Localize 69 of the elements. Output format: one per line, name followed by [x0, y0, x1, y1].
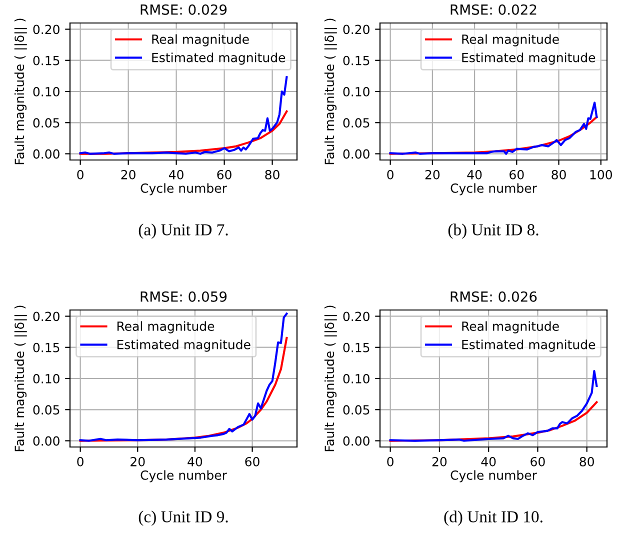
x-tick-label: 100 — [590, 170, 612, 180]
legend-label: Real magnitude — [117, 321, 214, 334]
x-tick-label: 60 — [245, 456, 260, 466]
x-tick-label: 40 — [481, 456, 496, 466]
legend-label: Real magnitude — [462, 34, 559, 46]
y-tick-label: 0.10 — [343, 86, 370, 96]
chart-title: RMSE: 0.059 — [140, 291, 227, 302]
y-tick-label: 0.15 — [343, 56, 370, 66]
y-tick-label: 0.00 — [343, 436, 370, 446]
y-tick-label: 0.00 — [33, 436, 60, 446]
x-tick-label: 40 — [188, 456, 202, 466]
x-tick-label: 40 — [467, 170, 482, 180]
y-tick-label: 0.15 — [33, 56, 60, 66]
line-series — [389, 102, 598, 155]
y-tick-label: 0.10 — [33, 86, 60, 96]
legend-label: Estimated magnitude — [117, 340, 250, 352]
legend-label: Real magnitude — [152, 34, 249, 46]
x-tick-label: 0 — [387, 170, 394, 180]
x-tick-label: 20 — [130, 456, 145, 466]
x-tick-label: 60 — [530, 456, 545, 466]
x-tick-label: 40 — [168, 170, 184, 180]
x-tick-label: 20 — [432, 456, 447, 466]
y-tick-label: 0.15 — [343, 342, 370, 352]
chart-title: RMSE: 0.022 — [450, 4, 536, 15]
y-axis-title: Fault magnitude ( ||δ|| ) — [14, 18, 27, 164]
x-tick-label: 20 — [425, 170, 440, 180]
x-tick-label: 60 — [510, 170, 524, 180]
legend-label: Real magnitude — [462, 321, 559, 334]
y-tick-label: 0.20 — [33, 312, 60, 322]
text: (c) Unit ID 9. — [138, 510, 228, 526]
text: (a) Unit ID 7. — [138, 224, 228, 239]
line-series — [79, 312, 288, 442]
x-tick-label: 80 — [580, 456, 594, 466]
x-tick-label: 80 — [552, 170, 566, 180]
x-tick-label: 0 — [77, 456, 84, 466]
y-tick-label: 0.05 — [33, 405, 60, 415]
y-axis-title: Fault magnitude ( ||δ|| ) — [14, 306, 27, 452]
y-tick-label: 0.20 — [343, 312, 370, 322]
x-axis-title: Cycle number — [450, 183, 537, 196]
x-axis-title: Cycle number — [140, 183, 227, 196]
chart-title: RMSE: 0.026 — [450, 291, 537, 302]
y-tick-label: 0.05 — [343, 118, 370, 128]
y-tick-label: 0.10 — [343, 374, 370, 384]
x-axis-title: Cycle number — [140, 470, 227, 482]
x-tick-label: 20 — [121, 170, 136, 180]
y-tick-label: 0.20 — [343, 24, 370, 34]
y-tick-label: 0.15 — [33, 342, 60, 352]
y-tick-label: 0.05 — [343, 405, 370, 415]
y-tick-label: 0.00 — [33, 149, 60, 159]
y-tick-label: 0.20 — [33, 24, 60, 34]
chart-title: RMSE: 0.029 — [140, 4, 227, 15]
line-series — [79, 76, 288, 155]
x-tick-label: 60 — [217, 170, 232, 180]
y-axis-title: Fault magnitude ( ||δ|| ) — [324, 306, 337, 452]
line-series — [389, 370, 598, 442]
x-tick-label: 0 — [77, 170, 84, 180]
text: (d) Unit ID 10. — [444, 510, 542, 526]
text: (b) Unit ID 8. — [448, 224, 538, 239]
y-tick-label: 0.10 — [33, 374, 60, 384]
legend-label: Estimated magnitude — [152, 52, 286, 65]
y-tick-label: 0.05 — [33, 118, 60, 128]
legend-label: Estimated magnitude — [462, 340, 596, 352]
legend-label: Estimated magnitude — [462, 52, 596, 65]
y-tick-label: 0.00 — [343, 149, 370, 159]
y-axis-title: Fault magnitude ( ||δ|| ) — [324, 18, 337, 164]
x-axis-title: Cycle number — [450, 470, 537, 482]
x-tick-label: 80 — [265, 170, 280, 180]
line-series — [79, 110, 288, 155]
x-tick-label: 0 — [387, 456, 394, 466]
